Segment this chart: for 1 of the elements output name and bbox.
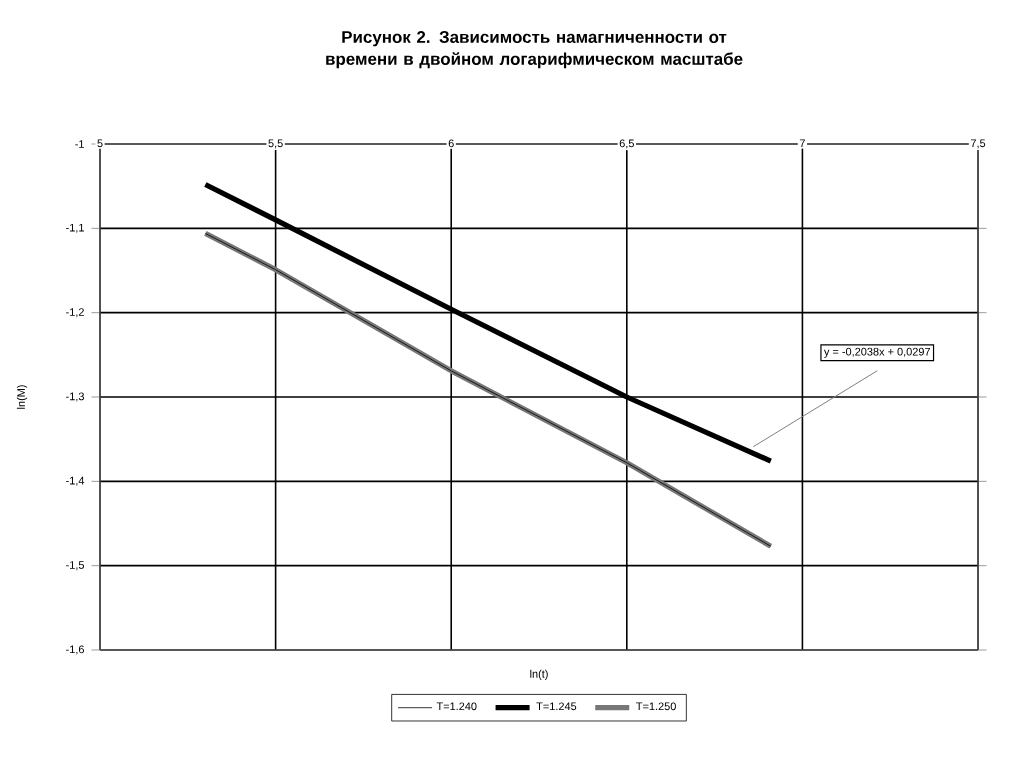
chart-title: Рисунок 2. Зависимость намагниченности от времени в двойном логарифмическом масштабе	[326, 31, 743, 69]
